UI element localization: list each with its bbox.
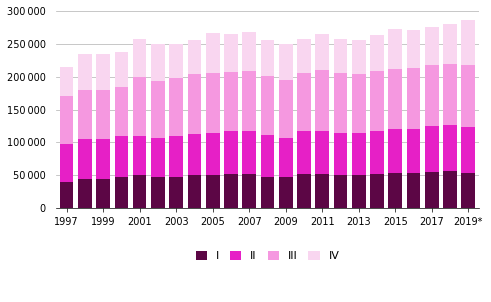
Bar xyxy=(352,175,366,208)
Bar xyxy=(169,136,183,177)
Bar xyxy=(352,74,366,133)
Bar xyxy=(169,78,183,136)
Bar xyxy=(206,175,219,208)
Bar xyxy=(462,173,475,208)
Bar xyxy=(60,182,74,208)
Bar xyxy=(206,73,219,133)
Bar xyxy=(425,66,438,126)
Bar xyxy=(443,171,457,208)
Bar xyxy=(243,32,256,71)
Bar xyxy=(224,174,238,208)
Bar xyxy=(443,63,457,125)
Bar xyxy=(370,71,384,130)
Bar xyxy=(151,177,165,208)
Bar xyxy=(388,69,402,129)
Bar xyxy=(133,175,146,208)
Bar xyxy=(297,39,311,73)
Bar xyxy=(114,177,128,208)
Bar xyxy=(333,133,347,175)
Bar xyxy=(443,24,457,63)
Bar xyxy=(370,174,384,208)
Bar xyxy=(151,138,165,177)
Bar xyxy=(261,135,274,177)
Bar xyxy=(151,44,165,81)
Bar xyxy=(78,139,92,178)
Bar xyxy=(114,52,128,86)
Bar xyxy=(224,72,238,131)
Bar xyxy=(169,44,183,78)
Bar xyxy=(352,133,366,175)
Bar xyxy=(279,80,293,138)
Bar xyxy=(352,40,366,74)
Bar xyxy=(297,131,311,174)
Bar xyxy=(151,81,165,138)
Bar xyxy=(60,144,74,182)
Bar xyxy=(243,174,256,208)
Bar xyxy=(333,73,347,133)
Bar xyxy=(243,130,256,174)
Bar xyxy=(425,126,438,172)
Bar xyxy=(206,33,219,73)
Bar xyxy=(188,134,201,175)
Bar xyxy=(462,127,475,173)
Bar xyxy=(315,174,329,208)
Bar xyxy=(297,174,311,208)
Bar xyxy=(188,74,201,134)
Legend: I, II, III, IV: I, II, III, IV xyxy=(191,246,344,265)
Bar xyxy=(78,54,92,90)
Bar xyxy=(315,34,329,70)
Bar xyxy=(133,39,146,77)
Bar xyxy=(114,86,128,136)
Bar xyxy=(443,125,457,171)
Bar xyxy=(370,130,384,174)
Bar xyxy=(333,39,347,73)
Bar xyxy=(78,178,92,208)
Bar xyxy=(388,173,402,208)
Bar xyxy=(407,173,420,208)
Bar xyxy=(279,44,293,80)
Bar xyxy=(114,136,128,177)
Bar xyxy=(279,177,293,208)
Bar xyxy=(279,138,293,177)
Bar xyxy=(407,68,420,129)
Bar xyxy=(224,34,238,72)
Bar xyxy=(96,90,110,139)
Bar xyxy=(133,136,146,175)
Bar xyxy=(297,73,311,131)
Bar xyxy=(133,77,146,136)
Bar xyxy=(60,96,74,144)
Bar xyxy=(261,177,274,208)
Bar xyxy=(243,71,256,130)
Bar xyxy=(169,177,183,208)
Bar xyxy=(333,175,347,208)
Bar xyxy=(388,129,402,173)
Bar xyxy=(407,129,420,173)
Bar xyxy=(315,130,329,174)
Bar xyxy=(188,40,201,74)
Bar xyxy=(96,54,110,90)
Bar xyxy=(370,35,384,71)
Bar xyxy=(261,40,274,76)
Bar xyxy=(462,20,475,65)
Bar xyxy=(425,27,438,66)
Bar xyxy=(425,172,438,208)
Bar xyxy=(388,29,402,69)
Bar xyxy=(407,30,420,68)
Bar xyxy=(462,65,475,127)
Bar xyxy=(261,76,274,135)
Bar xyxy=(60,67,74,96)
Bar xyxy=(96,139,110,178)
Bar xyxy=(206,133,219,175)
Bar xyxy=(96,178,110,208)
Bar xyxy=(78,90,92,139)
Bar xyxy=(188,175,201,208)
Bar xyxy=(315,70,329,130)
Bar xyxy=(224,131,238,174)
